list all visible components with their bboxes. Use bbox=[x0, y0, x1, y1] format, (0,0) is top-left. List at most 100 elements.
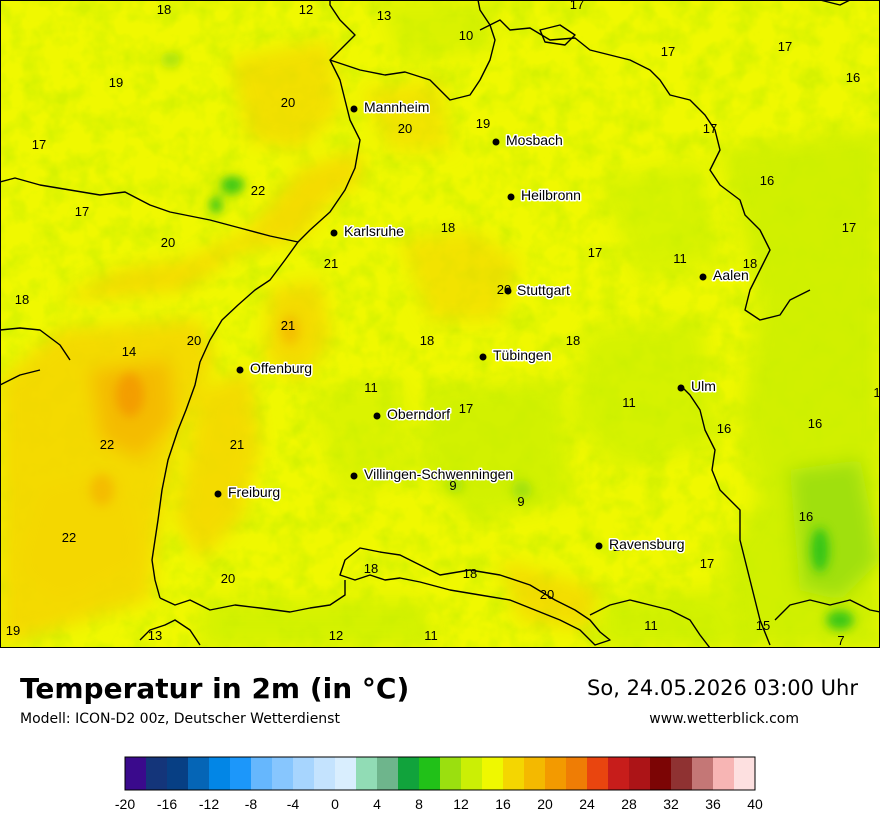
temp-label: 18 bbox=[441, 220, 455, 235]
color-legend: -20 -16 -12 -8 -4 0 4 8 12 16 20 24 28 32 36 40 bbox=[115, 756, 763, 812]
legend-tick-label: 32 bbox=[663, 796, 679, 812]
temp-label: 11 bbox=[424, 628, 438, 643]
legend-swatch bbox=[629, 757, 651, 790]
city-heilbronn: Heilbronn bbox=[507, 186, 582, 205]
city-stuttgart: Stuttgart bbox=[504, 281, 572, 300]
website-link[interactable]: www.wetterblick.com bbox=[649, 711, 799, 727]
legend-swatch bbox=[125, 757, 147, 790]
borders bbox=[0, 0, 880, 648]
city-karlsruhe: Karlsruhe bbox=[330, 222, 406, 241]
temp-label: 16 bbox=[760, 173, 774, 188]
temp-label: 11 bbox=[673, 251, 687, 266]
city-label: Mannheim bbox=[364, 99, 429, 115]
temp-label: 13 bbox=[377, 8, 391, 23]
temp-label: 22 bbox=[100, 437, 114, 452]
temp-label: 19 bbox=[109, 75, 123, 90]
temp-label: 15 bbox=[756, 618, 770, 633]
temperature-labels: 18 12 13 17 10 17 17 16 19 20 20 19 17 1… bbox=[6, 0, 880, 648]
legend-swatch bbox=[356, 757, 378, 790]
legend-swatch bbox=[608, 757, 630, 790]
temp-label: 12 bbox=[299, 2, 313, 17]
temp-label: 20 bbox=[540, 587, 554, 602]
model-source: Modell: ICON-D2 00z, Deutscher Wetterdie… bbox=[20, 711, 340, 727]
legend-tick-label: -12 bbox=[199, 796, 219, 812]
legend-ticks: -20 -16 -12 -8 -4 0 4 8 12 16 20 24 28 32 36 40 bbox=[115, 796, 763, 812]
legend-swatch bbox=[566, 757, 588, 790]
city-label: Aalen bbox=[713, 267, 749, 283]
temp-label: 18 bbox=[15, 292, 29, 307]
temp-label: 18 bbox=[463, 566, 477, 581]
temp-label: 20 bbox=[187, 333, 201, 348]
legend-tick-label: 40 bbox=[747, 796, 763, 812]
temp-label: 17 bbox=[700, 556, 714, 571]
legend-swatches bbox=[125, 757, 756, 790]
temp-label: 1 bbox=[873, 385, 880, 400]
legend-tick-label: 12 bbox=[453, 796, 469, 812]
warm-zones bbox=[0, 40, 600, 640]
temp-label: 17 bbox=[75, 204, 89, 219]
temp-label: 17 bbox=[778, 39, 792, 54]
legend-tick-label: -8 bbox=[245, 796, 258, 812]
border-austria bbox=[589, 599, 711, 648]
legend-swatch bbox=[692, 757, 714, 790]
city-label: Mosbach bbox=[506, 132, 563, 148]
city-mannheim: Mannheim bbox=[350, 98, 431, 117]
temp-label: 7 bbox=[837, 633, 844, 648]
legend-swatch bbox=[587, 757, 609, 790]
temp-label: 18 bbox=[420, 333, 434, 348]
city-label: Villingen-Schwenningen bbox=[364, 466, 513, 482]
temp-label: 17 bbox=[661, 44, 675, 59]
city-markers: Mannheim Mosbach Heilbronn Karlsruhe Stu… bbox=[214, 98, 750, 554]
temp-label: 16 bbox=[717, 421, 731, 436]
city-label: Stuttgart bbox=[517, 282, 570, 298]
temp-label: 17 bbox=[842, 220, 856, 235]
temp-label: 20 bbox=[161, 235, 175, 250]
city-label: Heilbronn bbox=[521, 187, 581, 203]
city-label: Karlsruhe bbox=[344, 223, 404, 239]
footer: Temperatur in 2m (in °C) Modell: ICON-D2… bbox=[0, 648, 880, 830]
temp-label: 21 bbox=[230, 437, 244, 452]
temp-label: 22 bbox=[62, 530, 76, 545]
city-tuebingen: Tübingen bbox=[479, 346, 553, 365]
temp-label: 21 bbox=[281, 318, 295, 333]
temp-label: 16 bbox=[799, 509, 813, 524]
temp-label: 17 bbox=[588, 245, 602, 260]
lake-constance bbox=[339, 547, 611, 646]
city-label: Tübingen bbox=[493, 347, 551, 363]
legend-tick-label: 36 bbox=[705, 796, 721, 812]
legend-swatch bbox=[377, 757, 399, 790]
city-label: Ulm bbox=[691, 378, 716, 394]
temp-label: 19 bbox=[6, 623, 20, 638]
temp-label: 16 bbox=[808, 416, 822, 431]
temp-label: 18 bbox=[157, 2, 171, 17]
border-bw-bavaria bbox=[679, 384, 771, 646]
city-ulm: Ulm bbox=[677, 377, 717, 396]
legend-swatch bbox=[713, 757, 735, 790]
legend-swatch bbox=[503, 757, 525, 790]
temp-label: 18 bbox=[743, 256, 757, 271]
legend-tick-label: 0 bbox=[331, 796, 339, 812]
legend-swatch bbox=[146, 757, 168, 790]
temp-label: 19 bbox=[476, 116, 490, 131]
temp-label: 17 bbox=[703, 121, 717, 136]
legend-tick-label: -4 bbox=[287, 796, 300, 812]
legend-tick-label: 20 bbox=[537, 796, 553, 812]
legend-swatch bbox=[482, 757, 504, 790]
border-france-germany bbox=[0, 177, 299, 599]
temp-label: 17 bbox=[613, 539, 627, 554]
city-freiburg: Freiburg bbox=[214, 483, 282, 502]
temp-label: 16 bbox=[846, 70, 860, 85]
legend-swatch bbox=[251, 757, 273, 790]
legend-tick-label: 4 bbox=[373, 796, 381, 812]
legend-swatch bbox=[545, 757, 567, 790]
city-label: Freiburg bbox=[228, 484, 280, 500]
temp-label: 18 bbox=[566, 333, 580, 348]
city-offenburg: Offenburg bbox=[236, 359, 314, 378]
legend-tick-label: -16 bbox=[157, 796, 177, 812]
legend-tick-label: 8 bbox=[415, 796, 423, 812]
legend-swatch bbox=[650, 757, 672, 790]
legend-tick-label: -20 bbox=[115, 796, 135, 812]
temp-label: 20 bbox=[398, 121, 412, 136]
legend-swatch bbox=[419, 757, 441, 790]
legend-swatch bbox=[398, 757, 420, 790]
